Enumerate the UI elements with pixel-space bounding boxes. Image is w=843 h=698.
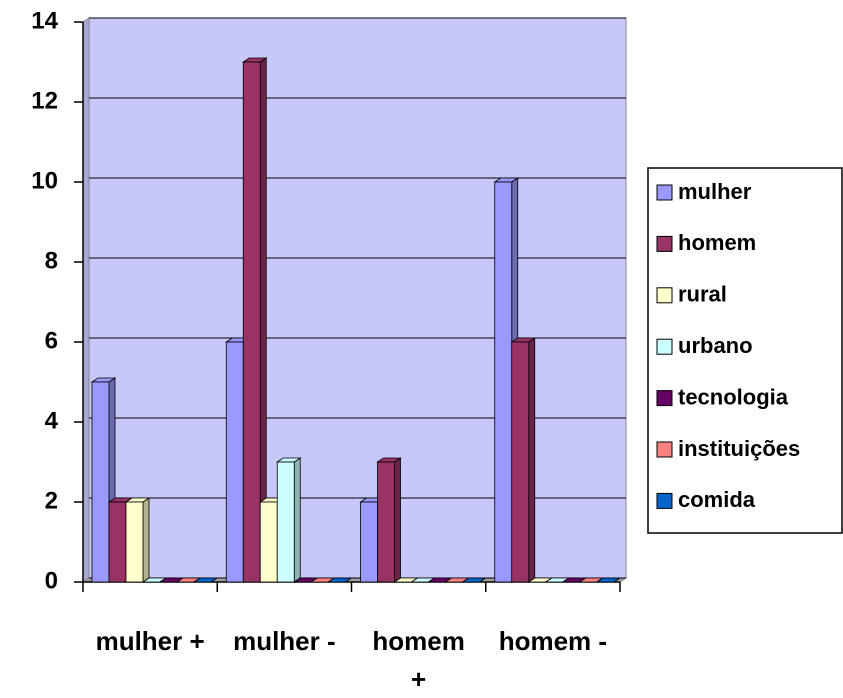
bar: [225, 341, 244, 583]
y-tick-label: 2: [45, 487, 58, 514]
y-tick-label: 14: [31, 7, 58, 34]
legend-swatch: [656, 390, 673, 407]
y-tick-label: 6: [45, 327, 58, 354]
legend: [647, 167, 843, 534]
bar: [494, 181, 513, 583]
y-tick-label: 8: [45, 247, 58, 274]
legend-swatch: [656, 235, 673, 252]
bar-top: [326, 577, 353, 583]
y-tick-label: 4: [45, 407, 59, 434]
y-tick-label: 12: [31, 87, 58, 114]
bar-side: [293, 457, 301, 583]
bar-top: [595, 577, 622, 583]
bar: [242, 61, 261, 583]
bar: [91, 381, 110, 583]
y-tick-label: 0: [45, 567, 58, 594]
legend-swatch: [656, 184, 673, 201]
legend-label: rural: [678, 282, 727, 307]
legend-swatch: [656, 338, 673, 355]
bar-side: [142, 497, 150, 583]
legend-label: mulher: [678, 179, 752, 204]
x-tick-label: homem +: [372, 626, 465, 694]
x-tick-label: mulher -: [233, 626, 336, 656]
bar: [377, 461, 395, 583]
legend-label: instituições: [678, 436, 800, 461]
legend-label: comida: [678, 487, 756, 512]
bar-side: [394, 457, 401, 583]
bar: [125, 501, 144, 583]
legend-label: homem: [678, 230, 756, 255]
legend-label: urbano: [678, 333, 753, 358]
side-wall: [82, 17, 90, 583]
legend-label: tecnologia: [678, 384, 789, 409]
x-tick-label: mulher +: [95, 626, 205, 656]
bar: [276, 461, 295, 583]
legend-swatch: [656, 287, 673, 304]
bar-top: [461, 577, 487, 583]
x-tick-label: homem -: [498, 626, 608, 656]
bar-top: [192, 577, 219, 583]
y-tick-label: 10: [31, 167, 58, 194]
legend-swatch: [656, 441, 673, 458]
back-wall: [88, 17, 627, 579]
bar: [511, 341, 530, 583]
legend-swatch: [656, 492, 673, 509]
bar: [360, 501, 378, 583]
bar: [259, 501, 278, 583]
bar-side: [528, 337, 536, 583]
bar: [108, 501, 127, 583]
